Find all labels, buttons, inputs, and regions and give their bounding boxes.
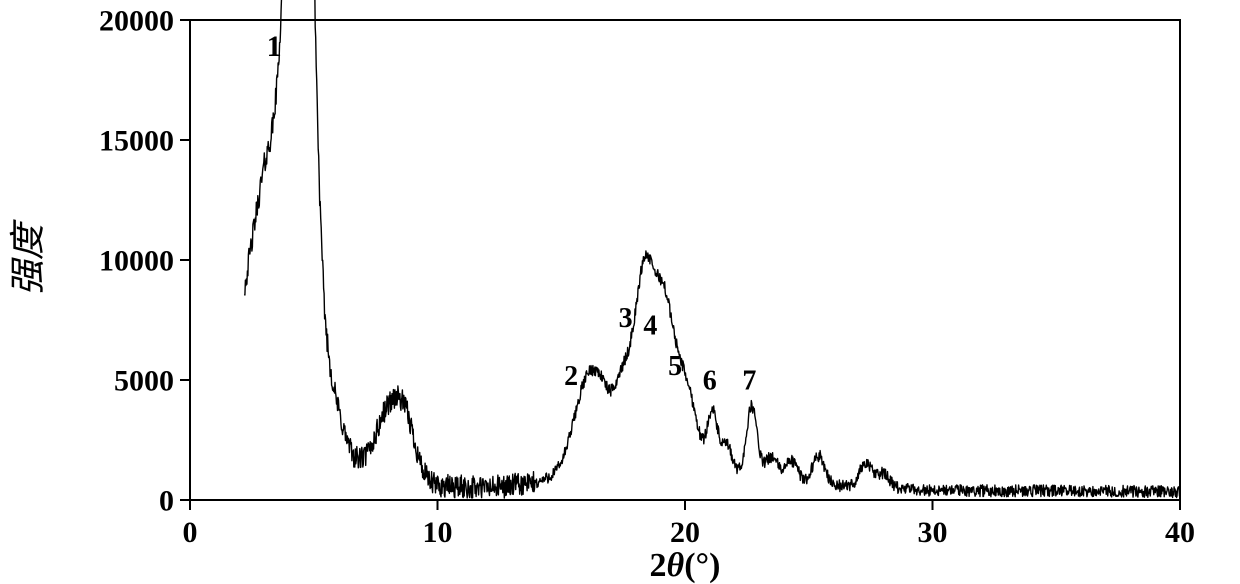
y-tick-label: 0 <box>159 485 174 518</box>
peak-label: 4 <box>643 310 657 341</box>
x-tick-label: 20 <box>670 516 700 549</box>
x-tick-label: 0 <box>183 516 198 549</box>
y-axis-label: 强度 <box>8 219 48 296</box>
plot-frame <box>190 20 1180 500</box>
peak-label: 7 <box>742 366 756 397</box>
y-tick-label: 15000 <box>99 125 174 158</box>
x-axis-label: 2θ(°) <box>650 547 721 584</box>
spectrum-line <box>245 0 1181 498</box>
y-tick-label: 20000 <box>99 5 174 38</box>
peak-label: 5 <box>668 351 682 382</box>
x-tick-label: 40 <box>1165 516 1195 549</box>
peak-label: 6 <box>703 366 717 397</box>
x-tick-label: 30 <box>918 516 948 549</box>
y-tick-label: 10000 <box>99 245 174 278</box>
peak-label: 2 <box>564 361 578 392</box>
peak-label: 3 <box>619 303 633 334</box>
xrd-chart: 0 10 20 30 40 0 5000 10000 15000 20000 2θ(°) 强度 1 2 34… <box>0 0 1240 584</box>
peak-label: 1 <box>267 30 282 63</box>
y-tick-label: 5000 <box>114 365 174 398</box>
chart-svg: 0 10 20 30 40 0 5000 10000 15000 20000 2θ(°) 强度 1 2 34… <box>0 0 1240 584</box>
x-tick-label: 10 <box>423 516 453 549</box>
